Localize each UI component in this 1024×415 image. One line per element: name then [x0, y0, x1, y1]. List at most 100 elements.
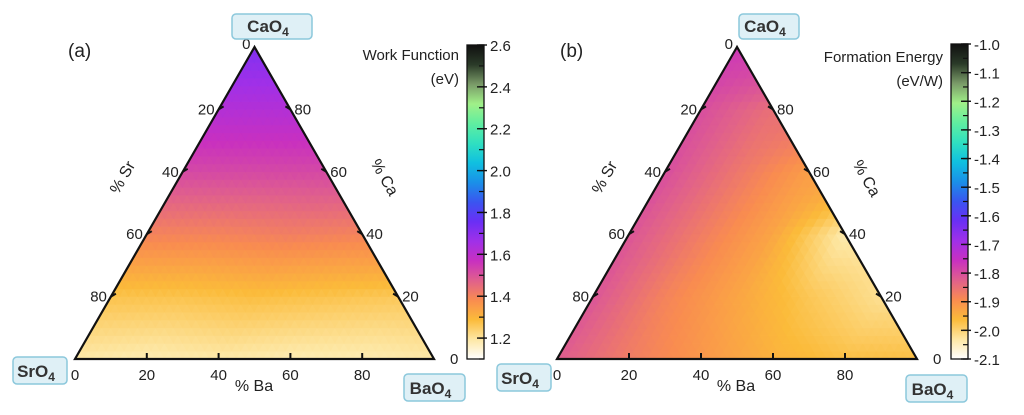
ba-axis-title: % Ba [235, 378, 273, 395]
colorbar-tick-label: -1.7 [974, 237, 1000, 254]
panel-label: (b) [560, 41, 583, 62]
colorbar-tick-label: 2.2 [490, 122, 511, 139]
cao4-label: CaO4 [738, 13, 800, 40]
ba-tick-label: 80 [354, 367, 371, 384]
ba-tick-label: 80 [837, 367, 854, 384]
ba-tick-label: 20 [138, 367, 155, 384]
ba-tick-label: 60 [282, 367, 299, 384]
sr-tick-label: 80 [90, 289, 107, 306]
formula: BaO [410, 379, 445, 398]
subscript: 4 [445, 387, 452, 401]
ca-tick-label: 40 [849, 226, 866, 243]
colorbar-unit: (eV) [431, 71, 459, 88]
sr-tick-label: 0 [725, 36, 733, 53]
colorbar-tick-label: 2.6 [490, 38, 511, 55]
colorbar-title: Work Function [363, 47, 459, 64]
colorbar-tick-label: -1.4 [974, 152, 1000, 169]
colorbar-tick-label: -1.1 [974, 66, 1000, 83]
heatmap [74, 46, 435, 360]
label-box [12, 356, 68, 385]
sr-tick-label: 40 [644, 164, 661, 181]
cao4-label: CaO4 [231, 13, 313, 40]
ca-tick [392, 292, 399, 298]
subscript: 4 [779, 25, 786, 39]
colorbar: 1.2 1.4 1.6 1.8 2.0 2.2 2.4 2.6 Work Function (eV… [363, 38, 511, 360]
ca-tick-label: 20 [885, 289, 902, 306]
colorbar-tick-label: -2.0 [974, 323, 1000, 340]
ternary-panel-a: 0 0 20 20 40 40 60 60 80 80 0 20 40 60 80 % Sr % Ca % Ba (… [12, 13, 511, 402]
ba-tick-label: 40 [693, 367, 710, 384]
subscript: 4 [532, 377, 539, 391]
sr-tick-label: 40 [162, 164, 179, 181]
label-box [231, 13, 313, 40]
sr-tick [110, 292, 117, 298]
colorbar-title: Formation Energy [824, 49, 944, 66]
sr-tick-label: 20 [680, 101, 697, 118]
vertex-name: BaO4 [410, 379, 452, 401]
sr-tick-label: 80 [572, 289, 589, 306]
label-box [403, 373, 466, 402]
colorbar-tick-label: 1.2 [490, 331, 511, 348]
vertex-name: SrO4 [17, 362, 55, 384]
ca-tick-label: 20 [402, 289, 419, 306]
bao4-label: BaO4 [905, 374, 968, 403]
sr-tick [218, 105, 225, 111]
colorbar-tick-label: -1.0 [974, 37, 1000, 54]
sr-tick-label: 60 [126, 226, 143, 243]
sr-axis-title: % Sr [589, 158, 621, 197]
ca-axis-title: % Ca [849, 158, 883, 200]
ca-tick [284, 105, 291, 111]
ca-axis-title: % Ca [367, 157, 401, 199]
sr-tick-label: 60 [608, 226, 625, 243]
ca-tick [356, 230, 363, 236]
subscript: 4 [282, 25, 289, 39]
ca-tick-label: 0 [933, 351, 941, 368]
colorbar-gradient [466, 44, 485, 360]
colorbar-tick-label: -1.3 [974, 123, 1000, 140]
formula: SrO [501, 369, 532, 388]
sro4-label: SrO4 [12, 356, 68, 385]
colorbar-tick-label: 2.0 [490, 164, 511, 181]
ca-tick-label: 0 [450, 351, 458, 368]
colorbar-tick-label: -1.2 [974, 94, 1000, 111]
ternary-panel-b: 0 0 20 20 40 40 60 60 80 80 0 20 40 60 80 % Sr % Ca % Ba (… [496, 13, 1000, 403]
bao4-label: BaO4 [403, 373, 466, 402]
vertex-name: CaO4 [247, 17, 289, 39]
colorbar-tick-label: -2.1 [974, 352, 1000, 369]
sr-tick-label: 20 [198, 101, 215, 118]
sr-tick [182, 167, 189, 173]
ba-tick-label: 40 [210, 367, 227, 384]
formula: BaO [912, 380, 947, 399]
heatmap [556, 46, 918, 360]
colorbar-tick-label: -1.5 [974, 180, 1000, 197]
ba-axis-title: % Ba [717, 378, 755, 395]
colorbar-unit: (eV/W) [896, 73, 943, 90]
formula: CaO [247, 17, 282, 36]
ba-tick-label: 60 [765, 367, 782, 384]
ba-tick-label: 0 [71, 367, 79, 384]
triangle-frame [73, 44, 436, 361]
ca-tick-label: 80 [294, 101, 311, 118]
ca-tick-label: 60 [813, 164, 830, 181]
sr-tick [146, 230, 153, 236]
ca-tick-label: 80 [777, 101, 794, 118]
ca-tick [320, 167, 327, 173]
colorbar-tick-label: 1.6 [490, 247, 511, 264]
colorbar-tick-label: 2.4 [490, 80, 511, 97]
sro4-label: SrO4 [496, 363, 552, 392]
sr-tick-label: 0 [242, 36, 250, 53]
ca-tick-label: 60 [330, 164, 347, 181]
colorbar-tick-label: -1.6 [974, 209, 1000, 226]
panel-label: (a) [68, 41, 91, 62]
formula: SrO [17, 362, 48, 381]
subscript: 4 [48, 370, 55, 384]
ba-tick-label: 0 [553, 367, 561, 384]
colorbar-tick-label: 1.8 [490, 205, 511, 222]
ca-tick-label: 40 [366, 226, 383, 243]
formula: CaO [744, 17, 779, 36]
ba-tick-label: 20 [621, 367, 638, 384]
subscript: 4 [947, 388, 954, 402]
colorbar-tick-label: 1.4 [490, 289, 511, 306]
colorbar-tick-label: -1.8 [974, 266, 1000, 283]
